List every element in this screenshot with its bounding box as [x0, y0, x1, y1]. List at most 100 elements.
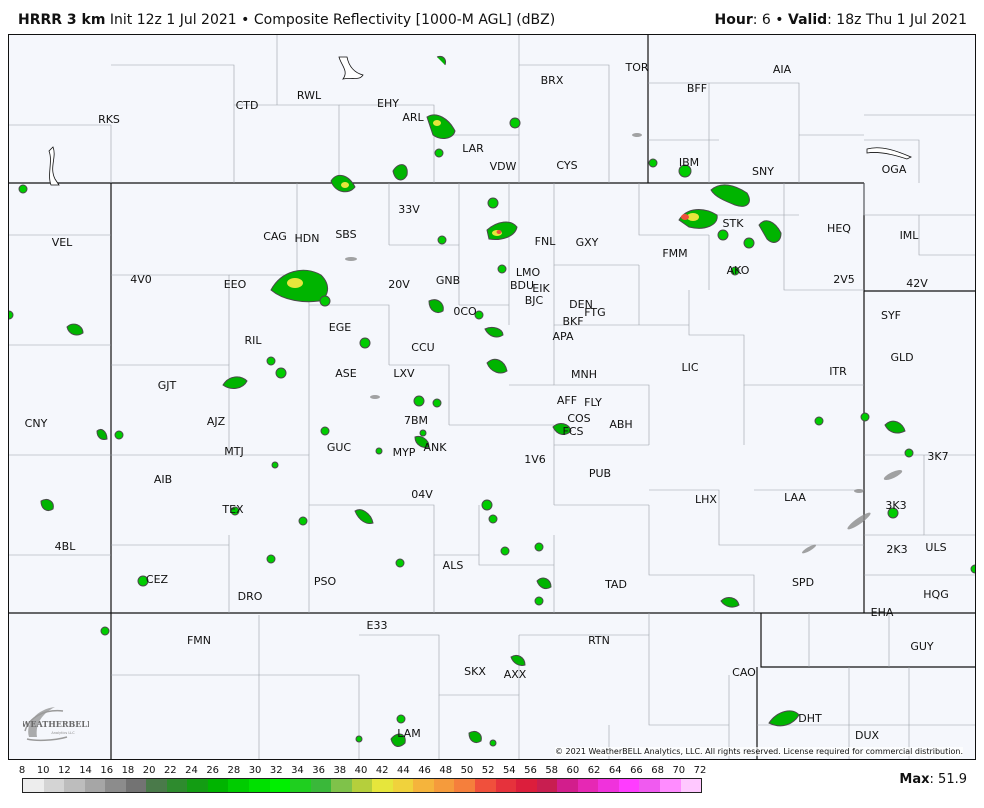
legend-tick-labels: 8 10 12 14 16 18 20 22 24 26 28 30 32 34 36 38 40 42 44 46 4…	[18, 765, 718, 779]
station-label-fmm: FMM	[662, 247, 687, 260]
station-label-ctd: CTD	[236, 99, 259, 112]
station-label-e33: E33	[367, 619, 388, 632]
legend-tick-label: 70	[672, 765, 686, 776]
legend-swatch	[372, 779, 393, 792]
station-label-skx: SKX	[464, 665, 486, 678]
legend-swatch	[536, 779, 558, 792]
weatherbell-logo: WEATHERBELL Analytics LLC	[23, 701, 89, 745]
station-label-lar: LAR	[462, 142, 484, 155]
station-label-gld: GLD	[890, 351, 913, 364]
legend-swatch	[351, 779, 373, 792]
legend-tick-label: 64	[608, 765, 622, 776]
station-label-bdu: BDU	[510, 279, 534, 292]
station-label-apa: APA	[553, 330, 574, 343]
station-label-fmn: FMN	[187, 634, 211, 647]
legend-swatch	[187, 779, 208, 792]
legend-tick-label: 46	[418, 765, 431, 776]
legend-swatch	[454, 779, 476, 792]
legend-tick-label: 14	[79, 765, 92, 776]
station-label-rwl: RWL	[297, 89, 322, 102]
station-label-ege: EGE	[329, 321, 351, 334]
station-label-mnh: MNH	[571, 368, 597, 381]
legend-tick-label: 32	[269, 765, 283, 776]
legend-swatch	[495, 779, 517, 792]
station-label-bjc: BJC	[525, 294, 544, 307]
legend-swatch	[392, 779, 414, 792]
legend-tick-label: 66	[630, 765, 643, 776]
legend-tick-label: 60	[566, 765, 580, 776]
legend-swatch	[146, 779, 167, 792]
station-label-syf: SYF	[881, 309, 901, 322]
legend-swatch	[331, 779, 352, 792]
station-label-uls: ULS	[925, 541, 946, 554]
legend-swatch	[228, 779, 250, 792]
station-label-laa: LAA	[784, 491, 806, 504]
station-label-tor: TOR	[624, 61, 648, 74]
station-label-lmo: LMO	[516, 266, 541, 279]
legend-tick-label: 54	[502, 765, 516, 776]
station-label-stk: STK	[723, 217, 745, 230]
station-label-oga: OGA	[882, 163, 907, 176]
reflectivity-map[interactable]: RKS CTD RWL EHY ARL BRX TOR BFF AIA LAR VDW CYS IBM S…	[8, 34, 976, 760]
legend-tick-label: 24	[185, 765, 198, 776]
station-label-sny: SNY	[752, 165, 774, 178]
legend-tick-label: 18	[121, 765, 135, 776]
legend-tick-label: 42	[375, 765, 389, 776]
station-label-lxv: LXV	[393, 367, 415, 380]
legend-tick-label: 28	[227, 765, 241, 776]
legend-swatch	[23, 779, 44, 792]
legend-tick-label: 40	[354, 765, 368, 776]
station-label-rks: RKS	[98, 113, 120, 126]
legend-swatch	[659, 779, 681, 792]
legend-tick-label: 16	[100, 765, 114, 776]
station-label-lam: LAM	[397, 727, 420, 740]
station-label-ase: ASE	[335, 367, 357, 380]
legend-swatch	[680, 779, 702, 792]
station-label-0co: 0CO	[453, 305, 477, 318]
station-label-guy: GUY	[910, 640, 934, 653]
station-label-04v: 04V	[411, 488, 433, 501]
station-label-gnb: GNB	[436, 274, 460, 287]
legend-tick-label: 20	[142, 765, 156, 776]
header-bar: HRRR 3 km Init 12z 1 Jul 2021 • Composit…	[0, 0, 984, 34]
legend-swatch	[43, 779, 65, 792]
legend-tick-label: 22	[163, 765, 177, 776]
station-label-gjt: GJT	[158, 379, 177, 392]
station-label-dro: DRO	[238, 590, 263, 603]
station-label-ril: RIL	[244, 334, 262, 347]
station-label-3k7: 3K7	[927, 450, 948, 463]
water-features	[48, 56, 912, 186]
station-label-ajz: AJZ	[207, 415, 226, 428]
legend-swatch	[64, 779, 85, 792]
station-label-cny: CNY	[25, 417, 48, 430]
legend-swatch	[598, 779, 619, 792]
legend-swatch	[618, 779, 640, 792]
legend-tick-label: 38	[333, 765, 347, 776]
station-label-den: DEN	[569, 298, 593, 311]
legend-tick-label: 26	[206, 765, 220, 776]
station-label-sbs: SBS	[335, 228, 356, 241]
station-label-itr: ITR	[829, 365, 847, 378]
station-label-aib: AIB	[154, 473, 172, 486]
station-label-ank: ANK	[424, 441, 448, 454]
legend-swatch	[84, 779, 106, 792]
legend-swatch	[207, 779, 229, 792]
legend-swatch	[105, 779, 126, 792]
legend-tick-label: 12	[58, 765, 71, 776]
station-label-lic: LIC	[681, 361, 698, 374]
legend-tick-label: 68	[651, 765, 664, 776]
legend-tick-label: 56	[524, 765, 537, 776]
station-label-bff: BFF	[687, 82, 707, 95]
station-label-fnl: FNL	[535, 235, 557, 248]
station-label-gxy: GXY	[576, 236, 599, 249]
legend-tick-label: 72	[693, 765, 707, 776]
map-title: HRRR 3 km Init 12z 1 Jul 2021 • Composit…	[18, 12, 556, 28]
legend-swatch	[413, 779, 434, 792]
station-label-ccu: CCU	[411, 341, 434, 354]
legend-tick-label: 36	[312, 765, 325, 776]
station-label-ibm: IBM	[679, 156, 699, 169]
station-label-eik: EIK	[532, 282, 550, 295]
state-borders	[9, 35, 975, 759]
legend-swatch	[577, 779, 599, 792]
